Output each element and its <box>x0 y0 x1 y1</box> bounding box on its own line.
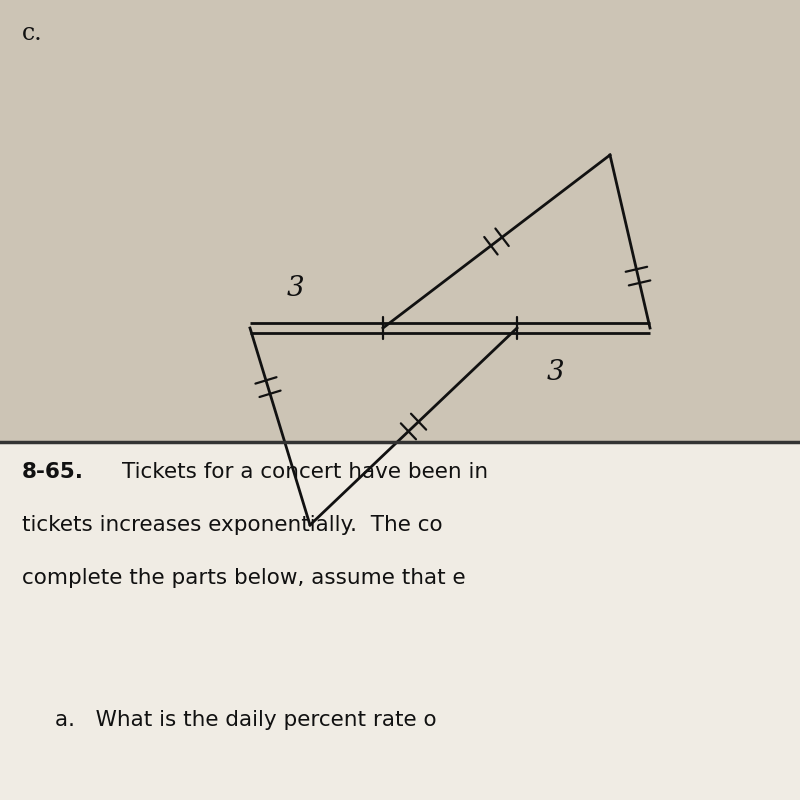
Text: complete the parts below, assume that e: complete the parts below, assume that e <box>22 568 466 588</box>
Text: a.   What is the daily percent rate o: a. What is the daily percent rate o <box>55 710 437 730</box>
Text: 3: 3 <box>546 358 564 386</box>
Text: Tickets for a concert have been in: Tickets for a concert have been in <box>122 462 488 482</box>
Text: 8-65.: 8-65. <box>22 462 84 482</box>
Text: c.: c. <box>22 22 42 45</box>
Text: tickets increases exponentially.  The co: tickets increases exponentially. The co <box>22 515 442 535</box>
Text: 3: 3 <box>286 274 304 302</box>
Bar <box>0 442 800 800</box>
